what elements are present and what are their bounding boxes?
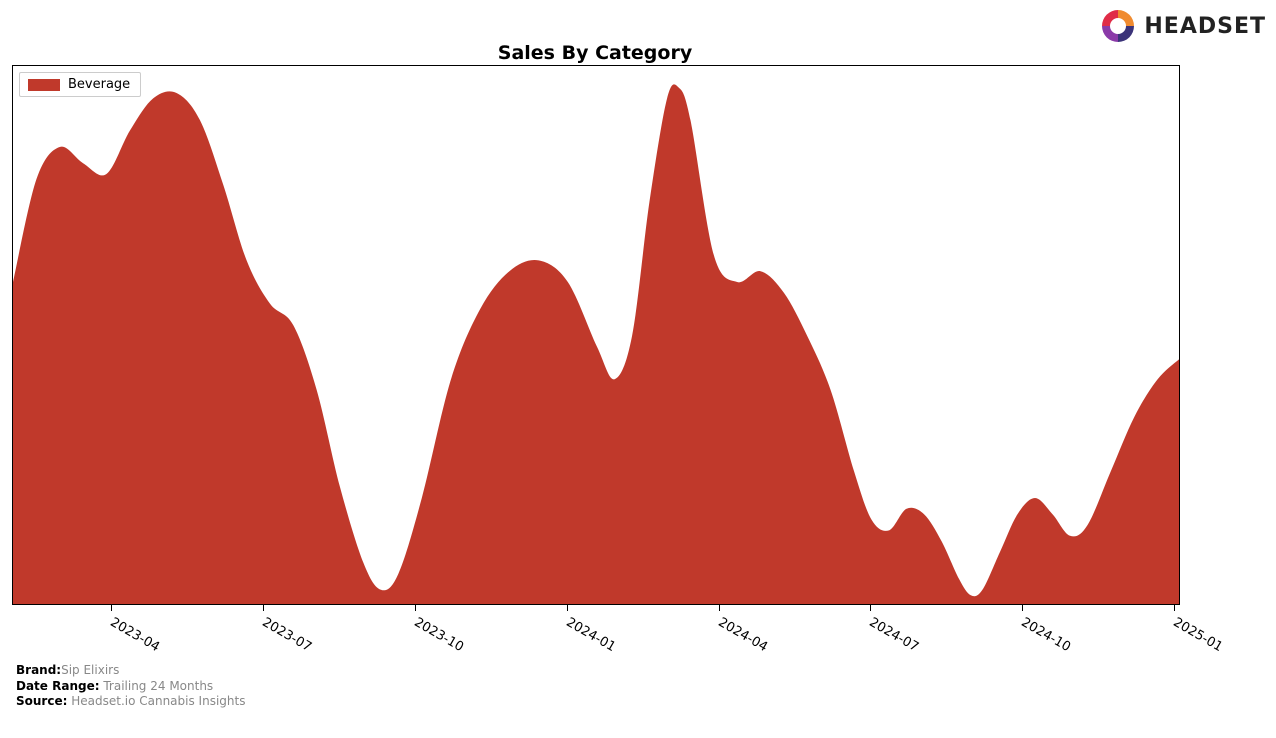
meta-key: Date Range: xyxy=(16,679,100,693)
x-tick-mark xyxy=(263,605,264,611)
chart-title: Sales By Category xyxy=(0,42,1190,64)
x-tick-label: 2024-04 xyxy=(715,615,770,655)
legend-label: Beverage xyxy=(68,77,130,92)
meta-key: Source: xyxy=(16,694,67,708)
x-tick-mark xyxy=(1174,605,1175,611)
x-tick-label: 2023-07 xyxy=(260,615,315,655)
x-tick-mark xyxy=(111,605,112,611)
x-tick-label: 2024-07 xyxy=(867,615,922,655)
meta-line: Source: Headset.io Cannabis Insights xyxy=(16,694,245,710)
x-tick-mark xyxy=(415,605,416,611)
meta-value: Sip Elixirs xyxy=(61,663,119,677)
x-tick-mark xyxy=(719,605,720,611)
headset-logo-icon xyxy=(1098,6,1138,46)
x-tick-label: 2024-01 xyxy=(563,615,618,655)
meta-value: Trailing 24 Months xyxy=(100,679,214,693)
meta-line: Date Range: Trailing 24 Months xyxy=(16,679,245,695)
plot-area: Beverage xyxy=(12,65,1180,605)
area-chart-svg xyxy=(13,66,1180,605)
area-series-beverage xyxy=(13,84,1180,605)
x-tick-label: 2023-10 xyxy=(411,615,466,655)
x-tick-mark xyxy=(870,605,871,611)
x-tick-label: 2023-04 xyxy=(108,615,163,655)
legend-swatch xyxy=(28,79,60,91)
chart-metadata: Brand:Sip ElixirsDate Range: Trailing 24… xyxy=(16,663,245,710)
x-tick-label: 2024-10 xyxy=(1019,615,1074,655)
legend: Beverage xyxy=(19,72,141,97)
meta-line: Brand:Sip Elixirs xyxy=(16,663,245,679)
x-tick-mark xyxy=(1022,605,1023,611)
brand-logo-text: HEADSET xyxy=(1144,14,1266,39)
meta-key: Brand: xyxy=(16,663,61,677)
x-tick-mark xyxy=(567,605,568,611)
meta-value: Headset.io Cannabis Insights xyxy=(67,694,245,708)
brand-logo: HEADSET xyxy=(1098,6,1266,46)
x-tick-label: 2025-01 xyxy=(1171,615,1226,655)
